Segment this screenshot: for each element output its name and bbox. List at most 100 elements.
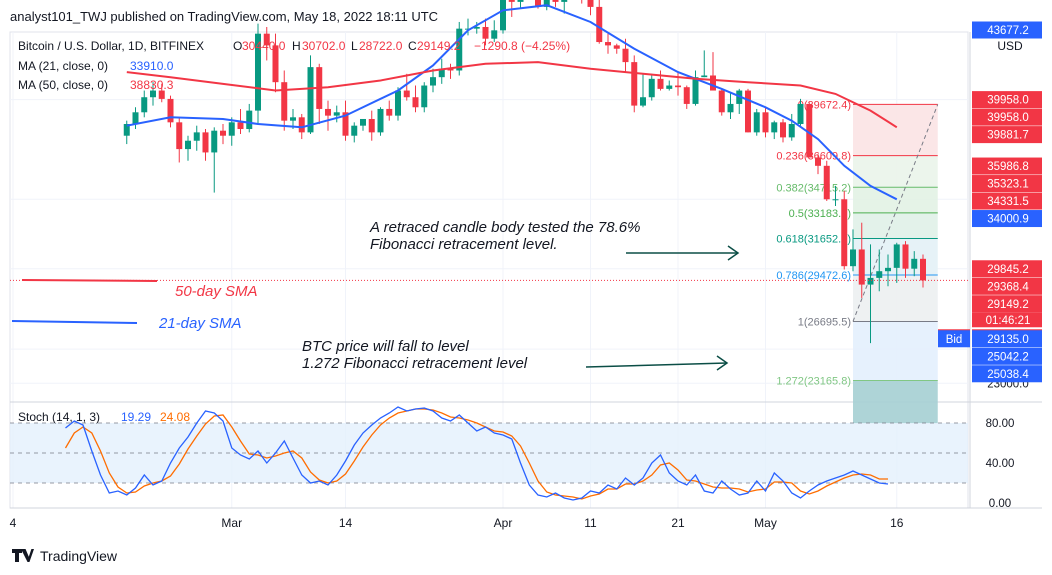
candle-body xyxy=(648,78,655,98)
fib-band-0.5 xyxy=(853,212,938,239)
price-label-bg xyxy=(972,330,1042,348)
candle xyxy=(911,251,918,277)
candle xyxy=(228,117,235,146)
candle-body xyxy=(158,90,165,99)
candle-body xyxy=(202,132,209,153)
price-axis[interactable]: USD 23000.040000.043677.239958.039958.03… xyxy=(938,21,1042,391)
legend-50-swatch xyxy=(21,279,158,282)
fibonacci-retracement[interactable]: 0(39672.4)0.236(36609.8)0.382(34715.2)0.… xyxy=(776,99,939,424)
candle-body xyxy=(797,103,804,124)
annotation-2-line-1: BTC price will fall to level xyxy=(302,338,469,355)
time-axis[interactable]: 4 Mar 14 Apr 11 21 May 16 xyxy=(10,516,904,530)
candle-body xyxy=(543,0,550,7)
candle xyxy=(920,254,926,288)
candle-body xyxy=(867,277,874,285)
order-tag-bg xyxy=(938,330,970,348)
candle-body xyxy=(605,42,611,46)
candle-body xyxy=(753,112,760,133)
candle xyxy=(788,113,795,141)
candle-body xyxy=(255,33,261,111)
candle-body xyxy=(631,62,638,106)
fib-level-label-0: 0(39672.4) xyxy=(798,99,851,111)
candle xyxy=(272,33,279,93)
price-label-text: 29135.0 xyxy=(987,334,1029,346)
candle-body xyxy=(911,258,918,269)
price-label-bg xyxy=(972,277,1042,295)
price-chart[interactable]: 0(39672.4)0.236(36609.8)0.382(34715.2)0.… xyxy=(0,0,1052,540)
candle-body xyxy=(745,90,751,133)
candle-body xyxy=(220,130,226,136)
price-label: 39958.0 xyxy=(972,91,1042,109)
candle xyxy=(333,105,340,123)
candle-body xyxy=(762,112,769,133)
candle-body xyxy=(307,67,314,133)
currency-label: USD xyxy=(997,39,1023,53)
candle xyxy=(377,107,384,136)
candle-body xyxy=(193,132,200,141)
candle xyxy=(552,0,559,7)
candle-body xyxy=(832,199,839,201)
price-label: 35323.1 xyxy=(972,175,1042,193)
candle-body xyxy=(893,244,900,268)
candle xyxy=(718,88,725,116)
ma21-label: MA (21, close, 0) xyxy=(18,59,108,73)
candle-body xyxy=(727,103,734,113)
candle-body xyxy=(675,85,681,88)
stoch-tick-label: 0.00 xyxy=(989,498,1011,510)
ohlc-c-value: 29149.2 xyxy=(417,39,461,53)
candle xyxy=(473,21,480,34)
candle-body xyxy=(885,267,891,272)
tradingview-logo[interactable]: TradingView xyxy=(12,548,117,564)
candle-body xyxy=(561,0,568,2)
legend-21-swatch xyxy=(11,320,138,324)
stoch-band xyxy=(10,423,968,483)
candle-body xyxy=(517,0,524,2)
price-label-bg xyxy=(972,295,1042,313)
candle xyxy=(403,73,410,101)
candle-body xyxy=(123,124,130,136)
annotation-1-line-2: Fibonacci retracement level. xyxy=(370,236,558,253)
candle xyxy=(806,102,813,158)
candle xyxy=(666,80,673,91)
candle-body xyxy=(701,75,708,78)
price-label-text: 34000.9 xyxy=(987,214,1029,226)
candle xyxy=(342,100,349,141)
candle xyxy=(858,222,865,298)
time-axis-label: 4 xyxy=(10,516,17,530)
candle-body xyxy=(290,117,296,121)
publisher-text: analyst101_TWJ published on TradingView.… xyxy=(10,9,439,24)
price-label: 25038.4 xyxy=(972,365,1042,383)
price-label-bg xyxy=(972,365,1042,383)
price-label-bg xyxy=(972,108,1042,126)
candle-body xyxy=(902,244,909,269)
candle xyxy=(255,23,261,124)
candle xyxy=(631,55,638,113)
price-label-bg xyxy=(972,126,1042,144)
fib-band-0 xyxy=(853,104,938,156)
candle xyxy=(596,0,603,44)
price-label: 29845.2 xyxy=(972,260,1042,278)
candle xyxy=(412,85,419,113)
candle-body xyxy=(710,75,716,91)
candle-body xyxy=(342,112,349,136)
candle xyxy=(351,122,358,143)
fib-trend-line xyxy=(852,104,939,322)
tradingview-logo-icon xyxy=(12,549,34,563)
footer: TradingView xyxy=(0,540,1052,575)
candle xyxy=(876,249,883,292)
price-label-bg xyxy=(972,260,1042,278)
price-label-text: 25042.2 xyxy=(987,351,1029,363)
candle-body xyxy=(920,258,926,281)
candle-body xyxy=(622,48,629,63)
candle xyxy=(867,244,874,344)
candle xyxy=(500,0,506,34)
stoch-tick-label: 80.00 xyxy=(986,418,1015,430)
sma-legend: 50-day SMA 21-day SMA xyxy=(11,279,258,332)
price-label-text: 35986.8 xyxy=(987,161,1029,173)
candle-body xyxy=(246,110,253,130)
candle-body xyxy=(666,85,673,89)
candle-body xyxy=(351,125,358,136)
candle xyxy=(395,87,401,121)
annotation-2-arrow-line xyxy=(585,362,728,368)
candle-body xyxy=(552,0,559,2)
